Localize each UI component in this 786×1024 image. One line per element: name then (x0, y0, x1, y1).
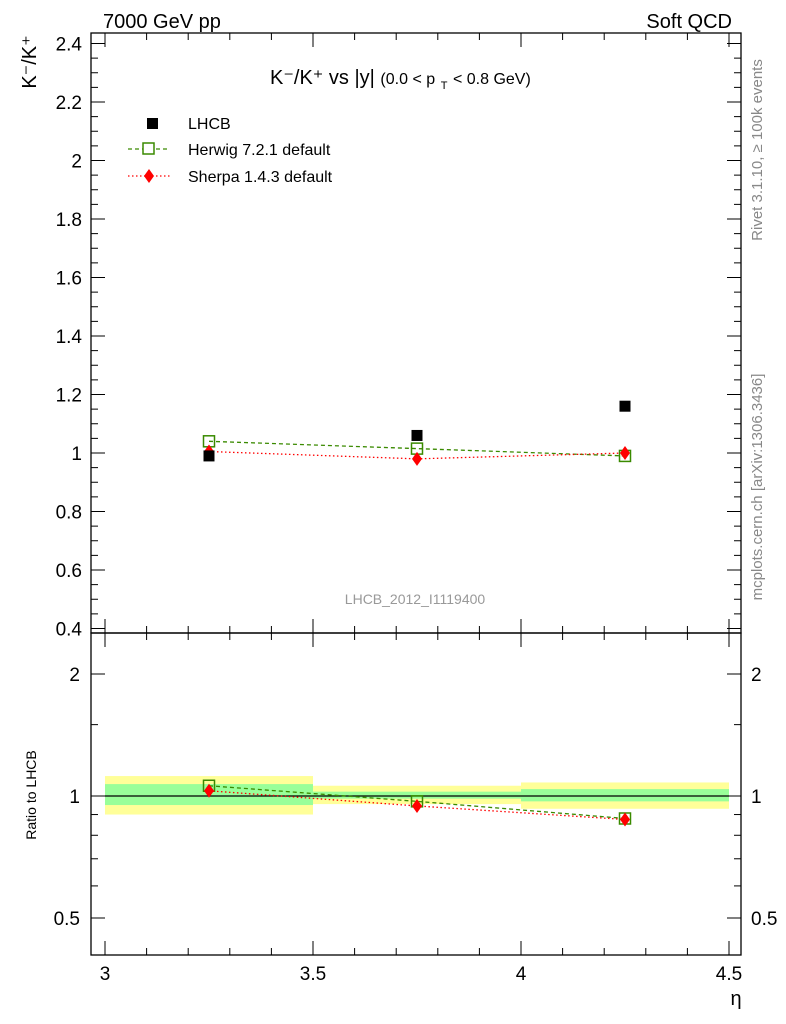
main-lhcb-point (203, 450, 215, 462)
svg-text:Ratio to LHCB: Ratio to LHCB (23, 750, 39, 839)
main-ylabel: K⁻/K⁺ (19, 35, 41, 88)
legend-label-lhcb: LHCB (188, 116, 231, 133)
main-ytick-label: 2.2 (56, 93, 82, 114)
ratio-sherpa-point (204, 783, 214, 798)
legend-marker-sherpa (144, 169, 154, 183)
main-ytick-label: 2.4 (56, 35, 83, 56)
ratio-ytick-label-right: 0.5 (751, 909, 777, 930)
title-sub-end: < 0.8 GeV) (453, 71, 531, 88)
ratio-ytick-label: 1 (69, 787, 80, 808)
ratio-ytick-label: 2 (69, 665, 80, 686)
main-ytick-label: 0.6 (56, 561, 82, 582)
main-lhcb-point (411, 429, 423, 441)
main-ytick-label: 0.8 (56, 503, 82, 524)
ratio-ytick-label: 0.5 (54, 909, 80, 930)
ratio-ytick-label-right: 1 (751, 787, 762, 808)
svg-text:K⁻/K⁺: K⁻/K⁺ (19, 35, 41, 88)
header-left: 7000 GeV pp (103, 11, 221, 33)
legend-label-herwig: Herwig 7.2.1 default (188, 142, 331, 159)
source-label: mcplots.cern.ch [arXiv:1306.3436] (749, 374, 766, 601)
x-axis-label: η (730, 988, 741, 1010)
analysis-watermark: LHCB_2012_I1119400 (345, 591, 486, 607)
main-herwig-line (208, 440, 626, 457)
ratio-sherpa-point (620, 812, 630, 827)
main-ytick-label: 1.2 (56, 386, 82, 407)
main-ytick-label: 1.6 (56, 269, 82, 290)
main-ytick-label: 1 (71, 444, 82, 465)
ratio-frame (90, 632, 742, 956)
xtick-label: 4.5 (716, 964, 742, 985)
rivet-label: Rivet 3.1.10, ≥ 100k events (749, 59, 766, 241)
ratio-ytick-label-right: 2 (751, 665, 762, 686)
main-ytick-label: 0.4 (56, 620, 83, 641)
ratio-ylabel: Ratio to LHCB (23, 750, 39, 839)
xtick-label: 3 (100, 964, 111, 985)
title-sub: (0.0 < p (380, 71, 435, 88)
main-plot: 0.4 0.6 0.8 1 1.2 1.4 1.6 1.8 2 2.2 2.4 (56, 32, 742, 641)
main-title: K⁻/K⁺ vs |y| (0.0 < p T < 0.8 GeV) (270, 67, 531, 94)
legend-marker-herwig (142, 142, 155, 155)
legend-marker-lhcb (147, 118, 158, 129)
title-main: K⁻/K⁺ vs |y| (270, 67, 375, 89)
ratio-plot: 3 3.5 4 4.5 0.5 0.5 1 1 2 2 (54, 632, 777, 985)
ratio-band-inner (521, 789, 729, 802)
xtick-label: 4 (516, 964, 527, 985)
legend-label-sherpa: Sherpa 1.4.3 default (188, 169, 333, 186)
main-lhcb-point (619, 400, 631, 412)
header-right: Soft QCD (646, 11, 732, 33)
xtick-label: 3.5 (300, 964, 326, 985)
main-ytick-label: 1.8 (56, 210, 82, 231)
main-ytick-label: 1.4 (56, 327, 83, 348)
main-sherpa-point (620, 446, 630, 460)
main-sherpa-point (412, 451, 422, 466)
title-sub-index: T (441, 80, 448, 92)
legend: LHCB Herwig 7.2.1 default Sherpa 1.4.3 d… (128, 116, 333, 186)
ratio-sherpa-point (412, 798, 422, 813)
main-ytick-label: 2 (71, 152, 82, 173)
svg-text:K⁻/K⁺ vs |y| (0.0 < p: K⁻/K⁺ vs |y| (0.0 < p T < 0.8 GeV) (270, 67, 531, 94)
